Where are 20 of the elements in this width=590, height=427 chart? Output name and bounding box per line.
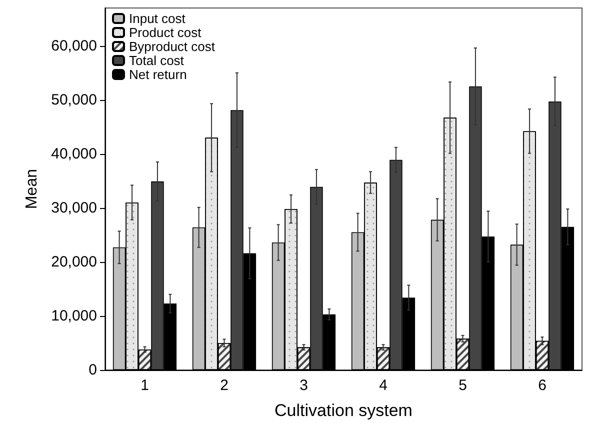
x-axis-title: Cultivation system <box>274 401 412 420</box>
y-tick-label: 0 <box>88 362 97 378</box>
y-tick-label: 50,000 <box>51 91 97 108</box>
y-axis-title: Mean <box>24 168 41 210</box>
y-tick-label: 40,000 <box>51 145 97 162</box>
x-tick-label: 3 <box>300 377 308 394</box>
x-tick-label: 6 <box>538 377 546 394</box>
legend-label: Byproduct cost <box>129 39 216 54</box>
x-tick-label: 5 <box>458 377 467 394</box>
legend-label: Total cost <box>129 53 184 68</box>
y-tick-label: 60,000 <box>51 37 97 54</box>
legend-label: Net return <box>129 67 187 82</box>
x-tick-label: 2 <box>220 377 228 394</box>
y-tick-label: 10,000 <box>51 307 97 324</box>
x-tick-label: 4 <box>379 377 388 394</box>
y-tick-label: 20,000 <box>51 253 97 270</box>
legend-label: Input cost <box>129 11 186 26</box>
x-tick-label: 1 <box>140 377 149 394</box>
legend-label: Product cost <box>129 25 202 40</box>
y-tick-label: 30,000 <box>51 199 97 216</box>
